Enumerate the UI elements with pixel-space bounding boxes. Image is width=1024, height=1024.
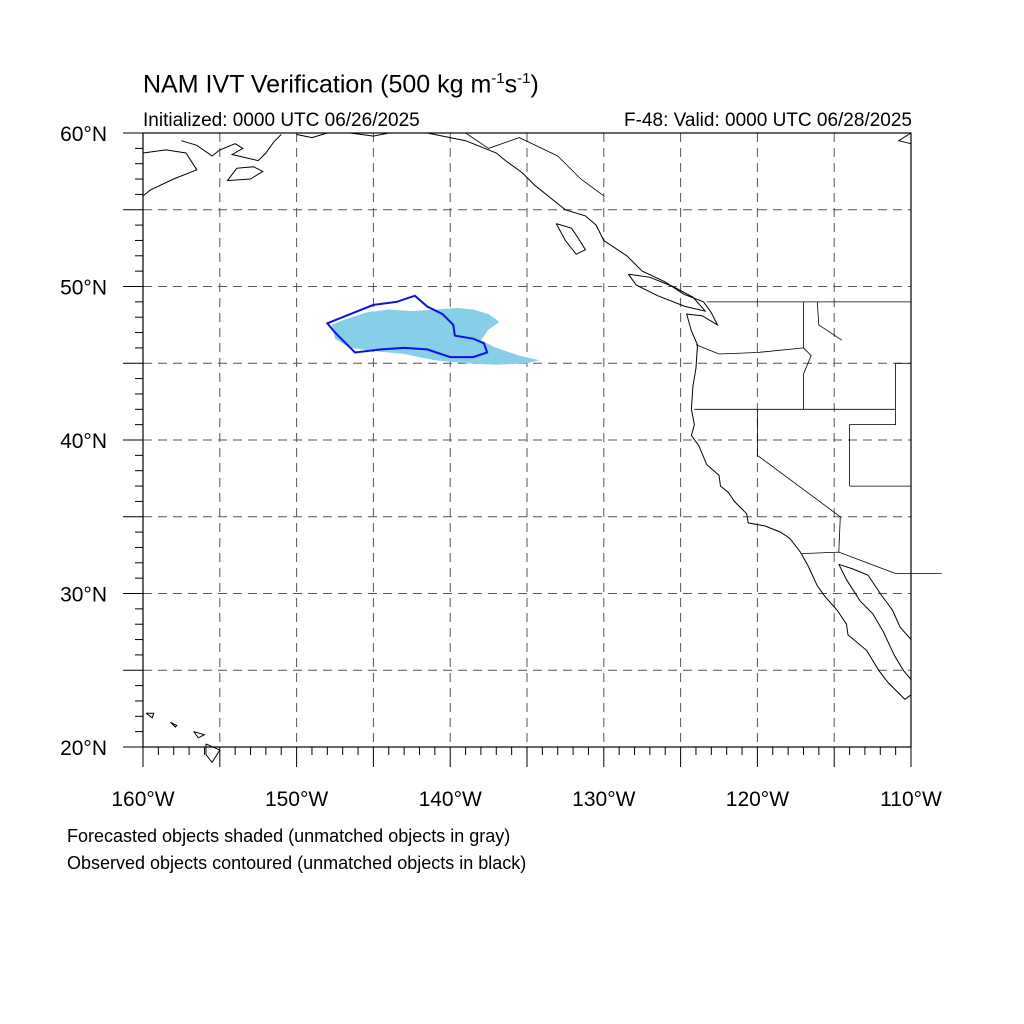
political-border xyxy=(849,363,896,487)
lon-label: 150°W xyxy=(265,788,328,811)
coastlines xyxy=(142,132,942,764)
coastline xyxy=(627,273,707,312)
lat-label: 60°N xyxy=(60,123,107,146)
lat-label: 30°N xyxy=(60,584,107,607)
lon-label: 140°W xyxy=(419,788,482,811)
coastline xyxy=(181,134,282,162)
axis-ticks xyxy=(123,132,912,767)
political-border xyxy=(695,344,804,355)
coastline xyxy=(555,223,587,255)
axis-labels: 20°N 30°N 40°N 50°N 60°N 160°W 150°W 140°W 130°W… xyxy=(60,123,942,811)
lon-label: 160°W xyxy=(111,788,174,811)
coastline xyxy=(838,563,912,640)
lon-label: 110°W xyxy=(880,788,942,811)
observed-object-contour xyxy=(325,294,489,359)
lat-label: 20°N xyxy=(60,737,107,760)
coastline xyxy=(145,712,155,719)
coastline xyxy=(193,731,206,739)
forecast-object-shaded xyxy=(331,308,540,365)
lon-label: 130°W xyxy=(572,788,635,811)
political-border xyxy=(816,301,843,341)
valid-time: F-48: Valid: 0000 UTC 06/28/2025 xyxy=(624,110,912,131)
political-border xyxy=(465,132,605,197)
verification-objects xyxy=(325,294,540,365)
forecast-legend-note: Forecasted objects shaded (unmatched obj… xyxy=(67,826,511,846)
lon-label: 120°W xyxy=(726,788,789,811)
graticule xyxy=(143,133,911,747)
coastline xyxy=(427,132,912,701)
map-title: NAM IVT Verification (500 kg m-1s-1) xyxy=(143,70,539,99)
lat-label: 50°N xyxy=(60,277,107,300)
initialized-time: Initialized: 0000 UTC 06/26/2025 xyxy=(143,110,420,131)
coastline xyxy=(226,166,264,182)
observed-legend-note: Observed objects contoured (unmatched ob… xyxy=(67,853,527,873)
political-border xyxy=(757,409,841,553)
political-border xyxy=(801,551,942,574)
coastline xyxy=(350,132,389,137)
coastline xyxy=(170,721,178,728)
coastline xyxy=(897,132,912,145)
coastline xyxy=(296,132,328,139)
coastline xyxy=(142,149,198,197)
coastline xyxy=(838,564,912,680)
political-border xyxy=(803,301,812,410)
coastline xyxy=(205,743,221,764)
lat-label: 40°N xyxy=(60,430,107,453)
